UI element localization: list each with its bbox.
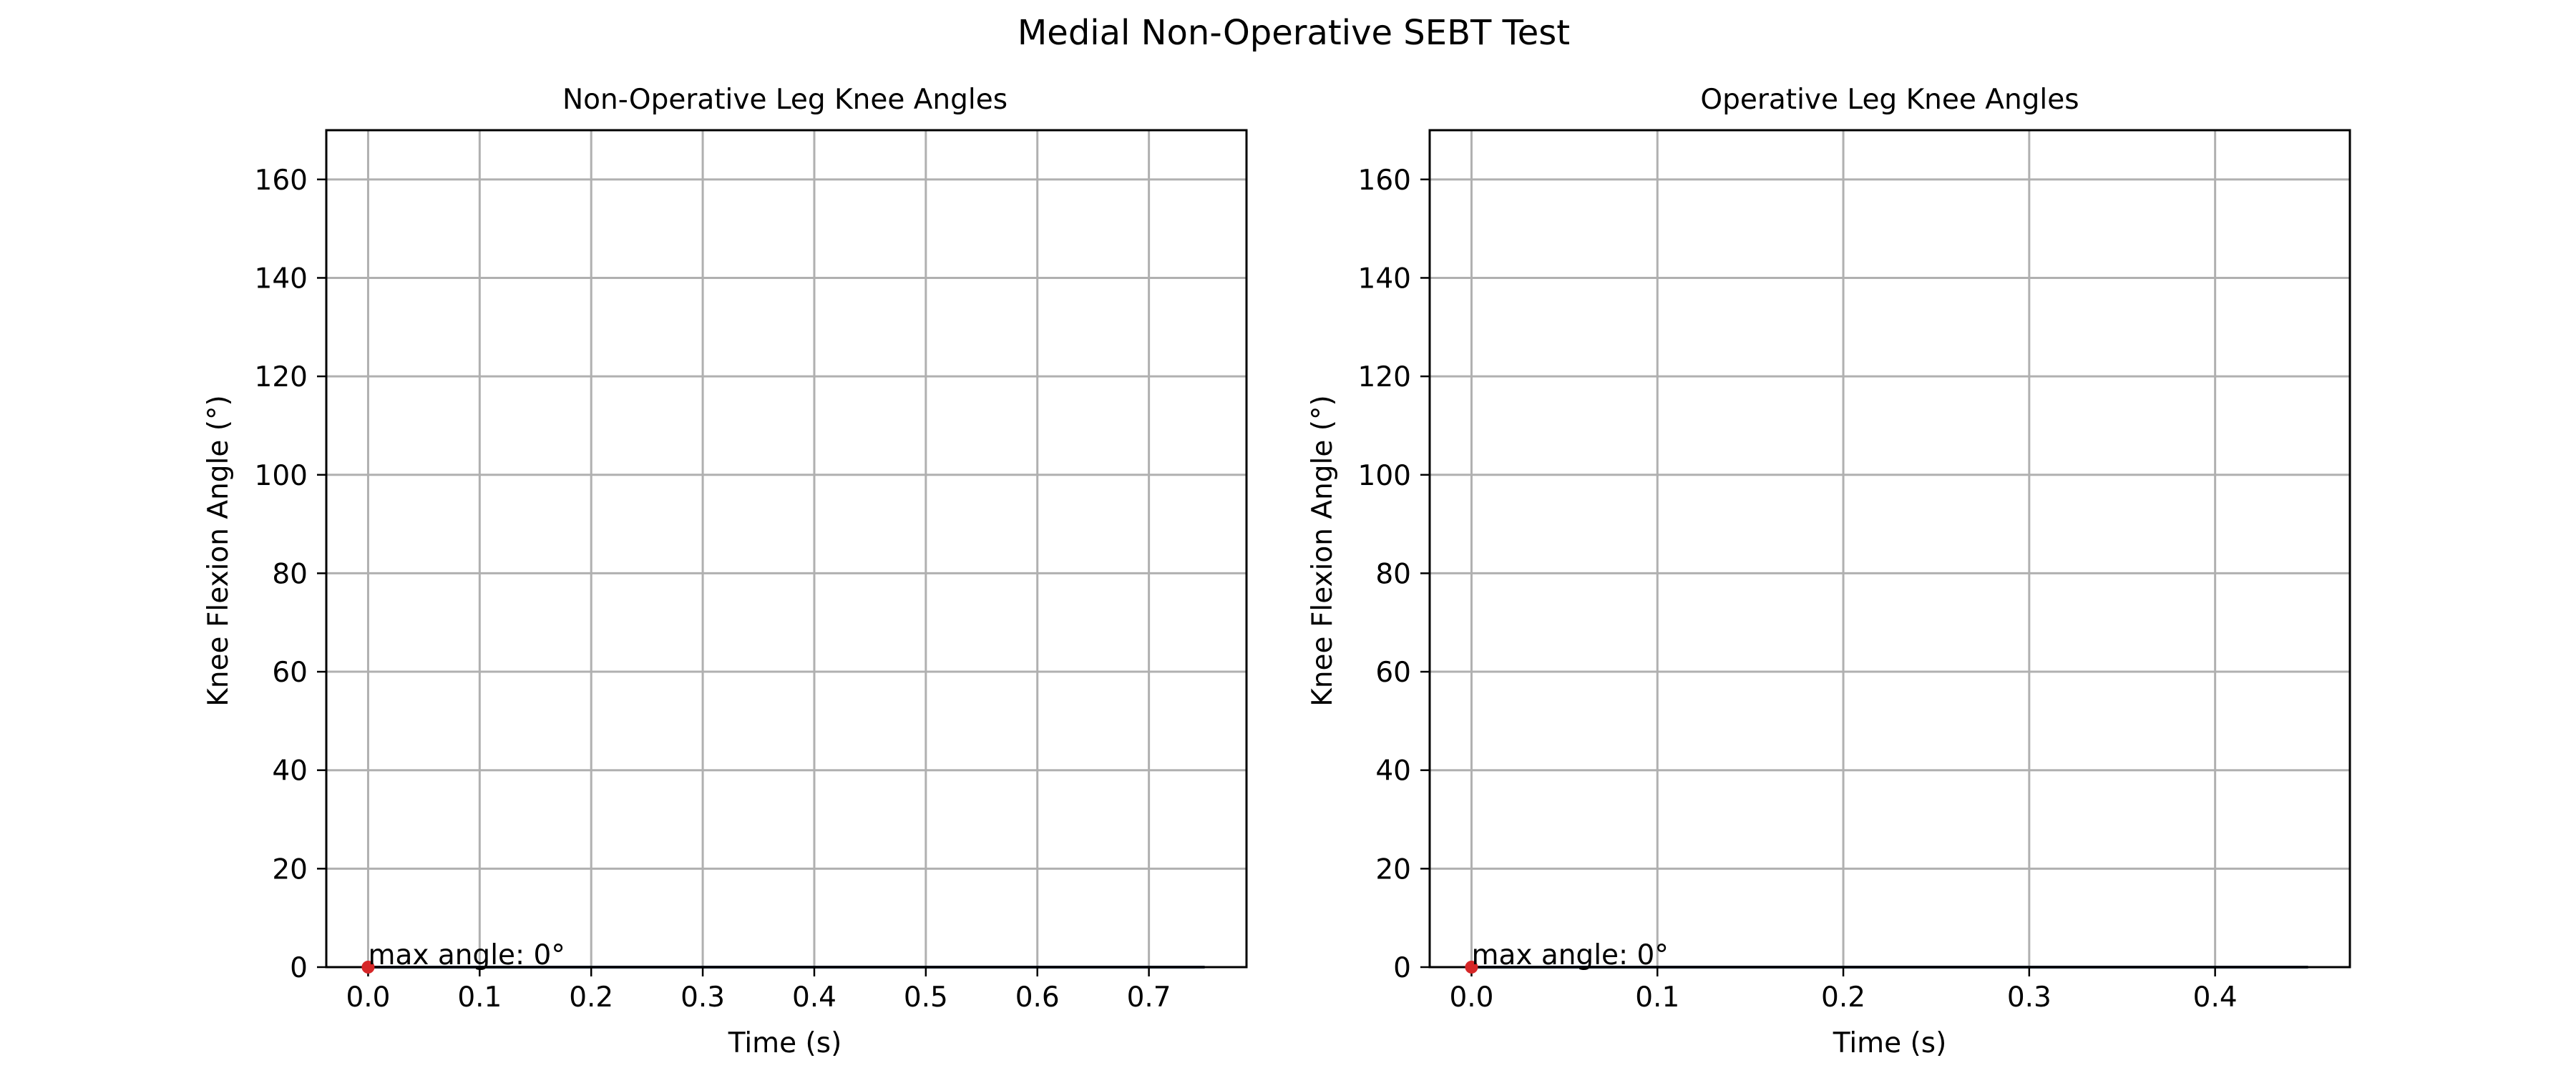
y-tick-label: 60	[1375, 657, 1411, 689]
x-tick-label: 0.3	[680, 981, 725, 1014]
max-point-marker	[361, 961, 375, 974]
panel-title: Non-Operative Leg Knee Angles	[562, 84, 1008, 116]
figure-title: Medial Non-Operative SEBT Test	[1018, 13, 1570, 53]
x-tick-label: 0.0	[1449, 981, 1493, 1014]
y-tick-label: 80	[272, 558, 308, 590]
y-axis-label: Knee Flexion Angle (°)	[1307, 395, 1339, 706]
y-tick-label: 160	[255, 165, 308, 197]
y-tick-label: 140	[1358, 263, 1411, 295]
y-tick-label: 140	[255, 263, 308, 295]
y-tick-label: 80	[1375, 558, 1411, 590]
x-tick-label: 0.1	[1635, 981, 1679, 1014]
panel-operative: Operative Leg Knee Angles Time (s) Knee …	[1307, 84, 2351, 1059]
panel-title: Operative Leg Knee Angles	[1700, 84, 2079, 116]
y-tick-label: 60	[272, 657, 308, 689]
y-tick-label: 100	[1358, 460, 1411, 492]
x-tick-label: 0.4	[2193, 981, 2238, 1014]
panel-non-operative: Non-Operative Leg Knee Angles Time (s) K…	[203, 84, 1248, 1059]
max-angle-annotation: max angle: 0°	[368, 939, 565, 971]
y-axis-label: Knee Flexion Angle (°)	[203, 395, 235, 706]
axes-frame	[325, 129, 1248, 969]
y-tick-label: 40	[272, 755, 308, 788]
x-tick-label: 0.7	[1127, 981, 1171, 1014]
y-tick-label: 120	[1358, 361, 1411, 393]
y-tick-label: 120	[255, 361, 308, 393]
y-tick-label: 20	[272, 853, 308, 886]
x-tick-label: 0.2	[1821, 981, 1865, 1014]
x-axis-label: Time (s)	[728, 1027, 842, 1059]
x-tick-label: 0.5	[904, 981, 948, 1014]
x-tick-label: 0.4	[792, 981, 836, 1014]
y-tick-label: 40	[1375, 755, 1411, 788]
x-axis-label: Time (s)	[1833, 1027, 1947, 1059]
y-tick-label: 0	[1393, 952, 1411, 984]
x-tick-label: 0.1	[457, 981, 502, 1014]
y-tick-label: 20	[1375, 853, 1411, 886]
x-tick-label: 0.6	[1015, 981, 1060, 1014]
x-tick-label: 0.0	[346, 981, 390, 1014]
max-point-marker	[1465, 961, 1478, 974]
y-tick-label: 0	[290, 952, 308, 984]
max-angle-annotation: max angle: 0°	[1471, 939, 1668, 971]
axes-frame	[1428, 129, 2351, 969]
x-tick-label: 0.2	[569, 981, 613, 1014]
y-tick-label: 100	[255, 460, 308, 492]
y-tick-label: 160	[1358, 165, 1411, 197]
x-tick-label: 0.3	[2007, 981, 2051, 1014]
